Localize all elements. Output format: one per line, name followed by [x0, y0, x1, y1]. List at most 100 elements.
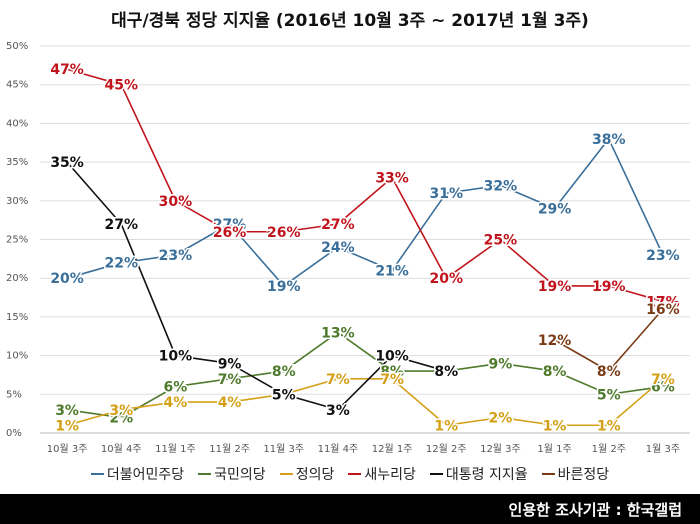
- data-label: 8%: [434, 364, 458, 380]
- data-point: [282, 392, 286, 396]
- data-label: 33%: [375, 171, 409, 187]
- data-point: [444, 423, 448, 427]
- legend-label-kookmin: 국민의당: [214, 467, 266, 483]
- data-point: [607, 369, 611, 373]
- data-label: 10%: [159, 349, 193, 365]
- legend: 더불어민주당 국민의당 정의당 새누리당 대통령 지지율 바른정당: [0, 464, 700, 484]
- x-tick-label: 1월 2주: [592, 443, 626, 455]
- data-point: [228, 361, 232, 365]
- data-point: [661, 253, 665, 257]
- data-point: [336, 222, 340, 226]
- data-point: [390, 268, 394, 272]
- data-label: 26%: [213, 225, 247, 241]
- data-point: [336, 330, 340, 334]
- data-point: [119, 416, 123, 420]
- legend-swatch-bareun: [541, 473, 555, 475]
- data-point: [282, 230, 286, 234]
- x-tick-label: 12월 2주: [426, 443, 467, 455]
- data-point: [336, 408, 340, 412]
- data-label: 3%: [326, 403, 350, 419]
- data-label: 32%: [484, 178, 518, 194]
- legend-label-bareun: 바른정당: [557, 467, 610, 483]
- grid-lines: [40, 45, 690, 434]
- data-point: [119, 261, 123, 265]
- x-tick-label: 10월 4주: [101, 443, 142, 455]
- data-label: 7%: [326, 372, 350, 388]
- series-line-4-0: [66, 161, 447, 411]
- footer-bar: 인용한 조사기관 : 한국갤럽: [0, 494, 700, 524]
- data-label: 23%: [646, 248, 680, 264]
- data-label: 19%: [267, 279, 301, 295]
- data-label: 38%: [592, 132, 626, 148]
- data-label: 45%: [104, 78, 138, 94]
- data-label: 8%: [272, 364, 296, 380]
- series-lines: [65, 67, 665, 427]
- data-label: 1%: [434, 418, 458, 434]
- data-label: 3%: [109, 403, 133, 419]
- data-point: [119, 222, 123, 226]
- data-point: [119, 408, 123, 412]
- data-label: 9%: [218, 356, 242, 372]
- data-point: [607, 137, 611, 141]
- data-label: 21%: [375, 263, 409, 279]
- legend-item-justice: 정의당: [279, 464, 334, 484]
- data-point: [390, 176, 394, 180]
- data-label: 29%: [538, 202, 572, 218]
- data-label: 2%: [489, 411, 513, 427]
- data-point: [173, 253, 177, 257]
- data-point: [553, 338, 557, 342]
- data-label: 4%: [218, 395, 242, 411]
- x-tick-label: 12월 3주: [480, 443, 521, 455]
- data-label: 23%: [159, 248, 193, 264]
- y-tick-label: 0%: [6, 428, 22, 439]
- data-point: [553, 369, 557, 373]
- data-label: 19%: [538, 279, 572, 295]
- data-label: 31%: [429, 186, 463, 202]
- data-label: 35%: [50, 155, 84, 171]
- x-tick-label: 12월 1주: [372, 443, 413, 455]
- x-tick-label: 11월 1주: [155, 443, 196, 455]
- data-label: 27%: [104, 217, 138, 233]
- data-point: [444, 369, 448, 373]
- x-tick-label: 11월 2주: [209, 443, 250, 455]
- data-label: 12%: [538, 333, 572, 349]
- data-label: 6%: [651, 380, 675, 396]
- data-point: [498, 238, 502, 241]
- data-label: 16%: [646, 302, 680, 318]
- data-label: 5%: [272, 387, 296, 403]
- data-label: 1%: [543, 418, 567, 434]
- data-point: [282, 284, 286, 288]
- y-tick-label: 45%: [6, 80, 28, 91]
- data-label: 27%: [213, 217, 247, 233]
- data-point: [65, 408, 69, 412]
- data-label: 30%: [159, 194, 193, 210]
- data-label: 5%: [272, 387, 296, 403]
- data-point: [553, 284, 557, 288]
- data-point: [661, 377, 665, 381]
- legend-item-saenuri: 새누리당: [348, 464, 416, 484]
- data-label: 20%: [429, 271, 463, 287]
- data-point: [336, 377, 340, 381]
- data-point: [607, 284, 611, 288]
- data-point: [607, 423, 611, 427]
- x-tick-label: 11월 4주: [318, 443, 359, 455]
- data-point: [228, 230, 232, 234]
- y-tick-label: 15%: [6, 312, 28, 323]
- data-point: [661, 385, 665, 389]
- data-label: 5%: [597, 387, 621, 403]
- data-label: 4%: [164, 395, 188, 411]
- data-point: [390, 354, 394, 358]
- data-label: 47%: [50, 62, 84, 78]
- y-tick-label: 10%: [6, 351, 28, 362]
- data-point: [282, 369, 286, 373]
- data-point: [173, 400, 177, 404]
- data-label: 17%: [646, 294, 680, 310]
- legend-item-bareun: 바른정당: [541, 464, 610, 484]
- series-line-1-0: [66, 331, 664, 419]
- legend-item-minjoo: 더불어민주당: [90, 464, 184, 484]
- data-point: [498, 183, 502, 187]
- data-point: [444, 276, 448, 280]
- data-point: [65, 276, 69, 280]
- x-tick-label: 1월 3주: [646, 443, 680, 455]
